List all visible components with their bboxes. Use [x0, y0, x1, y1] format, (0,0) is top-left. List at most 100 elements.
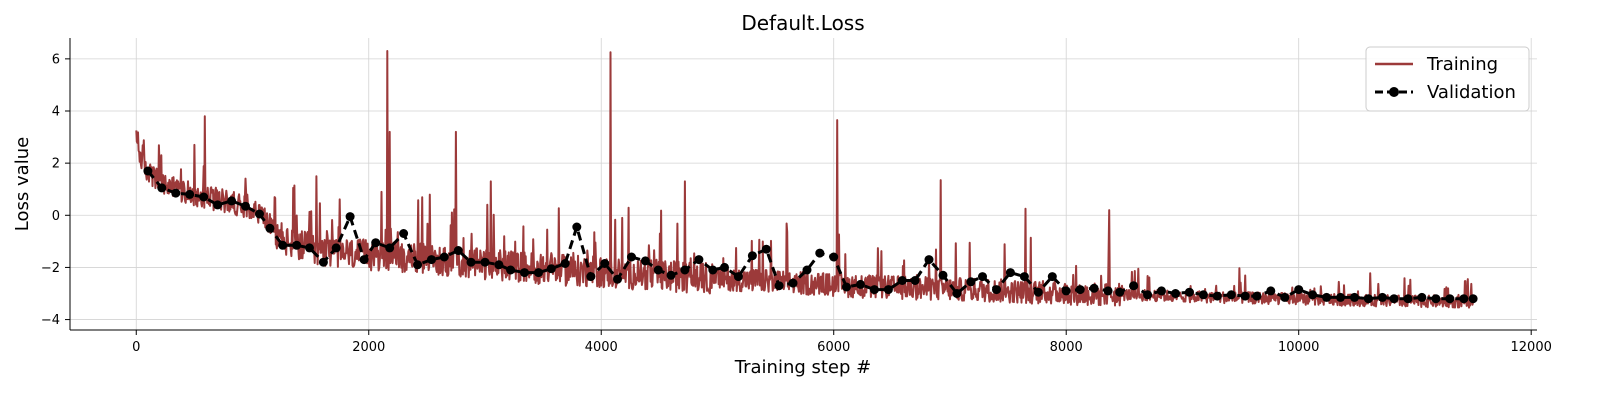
validation-point: [1103, 286, 1113, 296]
validation-point: [747, 251, 757, 261]
y-axis-label: Loss value: [12, 137, 33, 231]
validation-point: [1363, 294, 1373, 304]
validation-point: [1468, 294, 1478, 304]
validation-point: [883, 285, 893, 295]
validation-point: [427, 255, 436, 265]
x-axis-label: Training step #: [734, 357, 872, 378]
validation-point: [1252, 291, 1262, 301]
validation-point: [1336, 292, 1345, 302]
validation-point: [227, 196, 237, 206]
validation-point: [627, 252, 636, 262]
validation-point: [331, 243, 341, 253]
validation-point: [978, 272, 987, 282]
validation-point: [1403, 294, 1413, 304]
validation-point: [829, 252, 839, 262]
validation-point: [305, 243, 314, 253]
validation-point: [1308, 290, 1318, 300]
validation-point: [613, 274, 622, 284]
validation-point: [680, 265, 690, 275]
validation-point: [157, 183, 167, 193]
validation-point: [924, 255, 934, 265]
x-tick-label: 10000: [1278, 340, 1319, 355]
validation-point: [1089, 283, 1099, 293]
validation-point: [399, 229, 409, 238]
x-tick-label: 2000: [352, 340, 385, 355]
validation-point: [802, 265, 812, 275]
legend-validation-label: Validation: [1427, 82, 1516, 103]
y-tick-label: 0: [52, 209, 60, 224]
validation-point: [733, 272, 743, 282]
validation-point: [241, 201, 250, 211]
x-tick-label: 12000: [1511, 340, 1552, 355]
validation-point: [653, 265, 663, 275]
x-tick-label: 6000: [817, 340, 850, 355]
validation-point: [213, 200, 223, 210]
x-tick-label: 4000: [585, 340, 618, 355]
validation-point: [761, 244, 771, 254]
validation-point: [869, 285, 879, 295]
validation-point: [586, 272, 596, 282]
validation-point: [966, 277, 976, 287]
y-ticks: −4 −2 0 2 4 6: [41, 52, 70, 328]
validation-point: [1226, 290, 1236, 300]
validation-point: [1212, 291, 1222, 301]
validation-point: [171, 188, 181, 198]
x-tick-label: 0: [132, 340, 140, 355]
validation-point: [640, 256, 650, 266]
validation-point: [199, 192, 209, 202]
validation-point: [910, 276, 920, 285]
validation-point: [1061, 286, 1071, 296]
validation-point: [1294, 285, 1304, 295]
validation-point: [1431, 294, 1441, 304]
validation-point: [600, 259, 610, 268]
validation-point: [520, 268, 529, 278]
validation-point: [560, 259, 570, 268]
y-tick-label: −4: [41, 313, 60, 328]
validation-point: [897, 276, 907, 285]
validation-series: [143, 166, 1478, 304]
validation-point: [1047, 272, 1057, 282]
validation-point: [1005, 268, 1015, 278]
validation-point: [292, 240, 302, 250]
validation-point: [952, 289, 962, 298]
validation-point: [385, 243, 395, 253]
validation-point: [1389, 294, 1399, 304]
validation-point: [318, 257, 328, 267]
validation-point: [788, 278, 798, 288]
validation-point: [572, 222, 582, 232]
legend-training-label: Training: [1426, 54, 1498, 75]
validation-point: [815, 248, 825, 258]
validation-point: [413, 260, 423, 270]
legend-validation-marker: [1389, 87, 1399, 97]
validation-point: [359, 255, 369, 265]
validation-point: [265, 223, 275, 233]
validation-point: [1143, 290, 1153, 300]
validation-point: [856, 279, 865, 289]
validation-point: [1198, 290, 1208, 300]
validation-point: [1322, 292, 1332, 302]
axes: [69, 38, 1537, 331]
x-ticks: 0 2000 4000 6000 8000 10000 12000: [132, 330, 1552, 355]
validation-point: [1033, 287, 1043, 297]
validation-point: [345, 212, 355, 222]
validation-point: [1266, 286, 1276, 296]
validation-point: [1184, 287, 1194, 297]
validation-point: [534, 268, 543, 278]
validation-point: [842, 282, 851, 292]
validation-point: [506, 265, 516, 275]
validation-point: [466, 257, 476, 267]
validation-point: [480, 257, 490, 267]
validation-point: [1350, 292, 1359, 302]
validation-point: [708, 265, 718, 275]
legend: Training Validation: [1365, 46, 1530, 112]
y-tick-label: 4: [52, 105, 60, 120]
validation-point: [1171, 289, 1180, 298]
validation-point: [694, 255, 704, 265]
validation-point: [938, 270, 948, 280]
validation-point: [439, 252, 449, 262]
validation-point: [1459, 294, 1469, 304]
validation-point: [1129, 281, 1139, 291]
validation-point: [1417, 292, 1427, 302]
validation-point: [1280, 292, 1290, 302]
